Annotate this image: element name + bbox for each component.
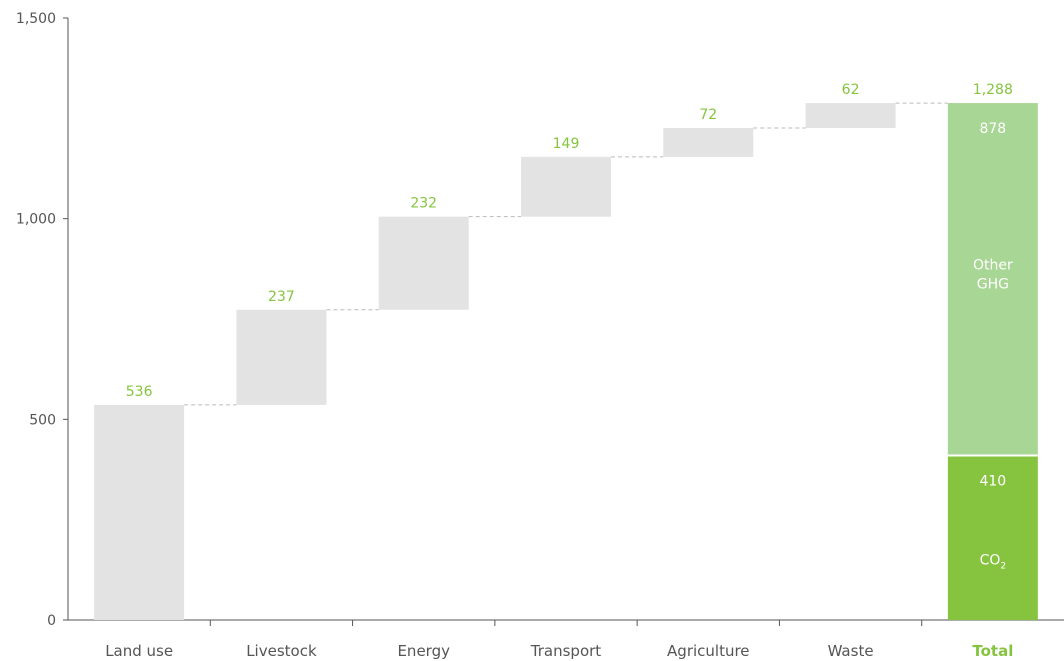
data-label: 72 — [699, 107, 717, 123]
data-label: 232 — [410, 196, 437, 212]
waterfall-bar — [378, 216, 469, 310]
x-tick-label: Agriculture — [667, 642, 750, 660]
segment-name-label: GHG — [977, 276, 1009, 292]
x-tick-label: Livestock — [246, 642, 317, 660]
y-tick-label: 500 — [29, 412, 56, 428]
data-label: 149 — [553, 136, 580, 152]
axes: 0 500 1,000 1,500 Land use Livestock Energy Tra… — [16, 11, 1064, 660]
x-tick-label: Transport — [530, 642, 602, 660]
x-tick-label: Land use — [105, 642, 173, 660]
total-segment — [947, 103, 1038, 456]
segment-value-label: 410 — [979, 473, 1006, 489]
waterfall-bar — [805, 103, 896, 128]
y-tick-label: 1,500 — [16, 11, 56, 27]
x-tick-label: Energy — [397, 642, 450, 660]
x-tick-label: Waste — [828, 642, 874, 660]
waterfall-bar — [94, 404, 185, 620]
waterfall-bar — [521, 156, 611, 217]
data-label: 237 — [268, 289, 295, 305]
total-segment — [947, 455, 1038, 620]
labels: 536 237 232 149 72 62 410 CO2 878 Other GHG 1,288 — [126, 82, 1013, 572]
subscript: 2 — [1000, 562, 1006, 572]
bars — [94, 102, 1038, 620]
waterfall-bar — [663, 127, 754, 157]
waterfall-bar — [236, 309, 327, 405]
segment-value-label: 878 — [979, 121, 1006, 137]
y-tick-label: 0 — [47, 613, 56, 629]
data-label: 536 — [126, 384, 153, 400]
x-tick-label: Total — [972, 642, 1013, 660]
segment-name-label: Other — [973, 257, 1013, 273]
y-tick-label: 1,000 — [16, 212, 56, 228]
segment-name-label: CO2 — [980, 553, 1007, 572]
total-label: 1,288 — [973, 82, 1013, 98]
data-label: 62 — [842, 82, 860, 98]
